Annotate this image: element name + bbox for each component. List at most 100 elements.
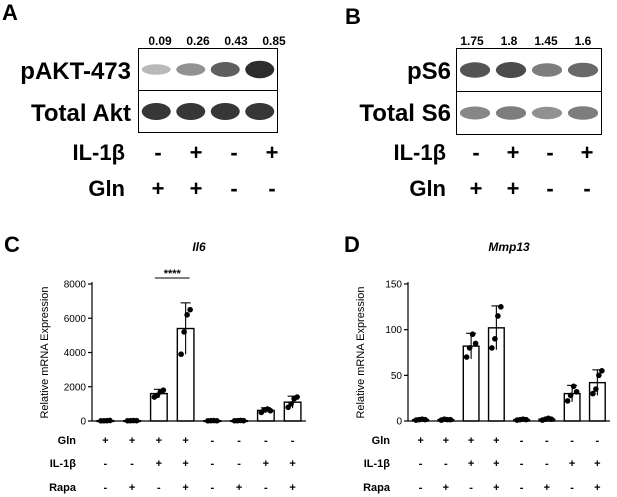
condition-sign: + — [289, 458, 295, 470]
condition-row-label: IL-1β — [364, 458, 391, 470]
condition-sign: - — [570, 482, 574, 494]
condition-sign: + — [443, 435, 449, 447]
panel-letter-b: B — [345, 4, 361, 29]
condition-sign: - — [520, 482, 524, 494]
pakt-band-1 — [141, 64, 171, 75]
blot-a-quant-3: 0.43 — [224, 34, 248, 48]
blot-b-il1b-sign-4: + — [580, 140, 594, 165]
condition-sign: - — [444, 458, 448, 470]
condition-sign: + — [468, 435, 474, 447]
data-point — [596, 372, 602, 379]
condition-sign: - — [419, 458, 423, 470]
condition-sign: - — [520, 458, 524, 470]
condition-row-label: Rapa — [49, 482, 77, 494]
blot-a-il1b-sign-1: - — [154, 140, 162, 165]
data-point — [469, 331, 476, 338]
condition-sign: + — [129, 435, 135, 447]
y-tick-label: 4000 — [64, 348, 87, 359]
blot-b-il1b-sign-1: - — [472, 140, 480, 165]
blot-b-ps6-bands — [459, 62, 599, 78]
blot-a-quant-1: 0.09 — [148, 34, 172, 48]
blot-b-quant-1: 1.75 — [460, 34, 484, 48]
blot-a-gln-sign-1: + — [151, 176, 165, 201]
blot-a-gln-sign-3: - — [230, 176, 238, 201]
total-s6-band-3 — [531, 106, 563, 120]
blot-a-gln-sign-2: + — [189, 176, 203, 201]
ps6-band-1 — [459, 62, 491, 78]
blot-a-row-label-pakt: pAKT-473 — [20, 58, 131, 85]
blot-a-il1b-label: IL-1β — [72, 140, 125, 165]
condition-sign: + — [594, 458, 600, 470]
pakt-band-3 — [210, 62, 240, 77]
condition-sign: - — [211, 482, 215, 494]
blot-b-quant-3: 1.45 — [534, 34, 558, 48]
blot-a-il1b-sign-4: + — [265, 140, 279, 165]
y-tick-label: 50 — [391, 371, 403, 382]
blot-a-quant-2: 0.26 — [186, 34, 210, 48]
condition-sign: + — [594, 482, 600, 494]
condition-sign: - — [469, 482, 473, 494]
blot-a-total-akt-image — [138, 90, 278, 133]
condition-sign: + — [182, 435, 188, 447]
blot-b-gln-label: Gln — [409, 176, 446, 201]
total-s6-band-4 — [567, 106, 599, 120]
condition-row-label: Rapa — [363, 482, 391, 494]
data-point — [567, 392, 574, 399]
data-point — [466, 345, 473, 351]
ps6-band-3 — [531, 63, 563, 77]
panel-letter-d: D — [344, 232, 360, 257]
condition-sign: - — [545, 435, 549, 447]
blot-b-gln-sign-1: + — [469, 176, 483, 201]
blot-a-il1b-sign-3: - — [230, 140, 238, 165]
condition-sign: - — [264, 482, 268, 494]
panel-letter-c: C — [4, 232, 20, 257]
condition-sign: - — [211, 435, 215, 447]
blot-a-quant-4: 0.85 — [262, 34, 286, 48]
chart-title: Mmp13 — [488, 240, 530, 254]
condition-sign: + — [102, 435, 108, 447]
blot-b-quant-4: 1.6 — [574, 34, 592, 48]
ps6-band-2 — [495, 62, 527, 78]
chart-c-il6: Il6 Relative mRNA Expression 0 2000 4000 6000… — [39, 240, 306, 494]
condition-sign: - — [237, 435, 241, 447]
condition-sign: - — [211, 458, 215, 470]
condition-sign: + — [182, 458, 188, 470]
data-point — [160, 387, 167, 393]
blot-a-gln-label: Gln — [88, 176, 125, 201]
data-point — [498, 304, 504, 310]
data-point — [463, 354, 470, 360]
blot-b-il1b-sign-2: + — [506, 140, 520, 165]
blot-a-pakt-bands — [141, 60, 275, 79]
error-bar-4 — [180, 302, 191, 355]
condition-sign: - — [104, 458, 108, 470]
condition-sign: + — [236, 482, 242, 494]
panel-letter-a: A — [2, 0, 18, 25]
y-tick-label: 150 — [385, 280, 402, 291]
blot-b-total-s6-image — [456, 91, 602, 135]
data-point — [590, 390, 596, 397]
condition-sign: + — [156, 458, 162, 470]
significance-label: **** — [164, 268, 182, 280]
data-point — [593, 386, 599, 392]
condition-sign: + — [289, 482, 295, 494]
condition-sign: + — [263, 458, 269, 470]
blot-b-ps6-image — [456, 48, 602, 92]
ps6-band-4 — [567, 62, 599, 78]
blot-a-total-akt-bands — [141, 103, 275, 120]
data-point — [181, 329, 187, 335]
condition-sign: + — [493, 458, 499, 470]
data-point — [472, 340, 479, 347]
condition-row-label: Gln — [372, 435, 391, 447]
condition-sign: + — [156, 435, 162, 447]
pakt-band-4 — [245, 60, 275, 79]
data-point — [495, 313, 501, 319]
condition-sign: - — [520, 435, 524, 447]
data-point — [267, 407, 274, 414]
condition-sign: - — [570, 435, 574, 447]
y-tick-label: 100 — [385, 325, 402, 336]
chart-title: Il6 — [192, 240, 206, 254]
condition-sign: + — [182, 482, 188, 494]
condition-sign: - — [157, 482, 161, 494]
condition-sign: - — [419, 482, 423, 494]
condition-sign: + — [468, 458, 474, 470]
